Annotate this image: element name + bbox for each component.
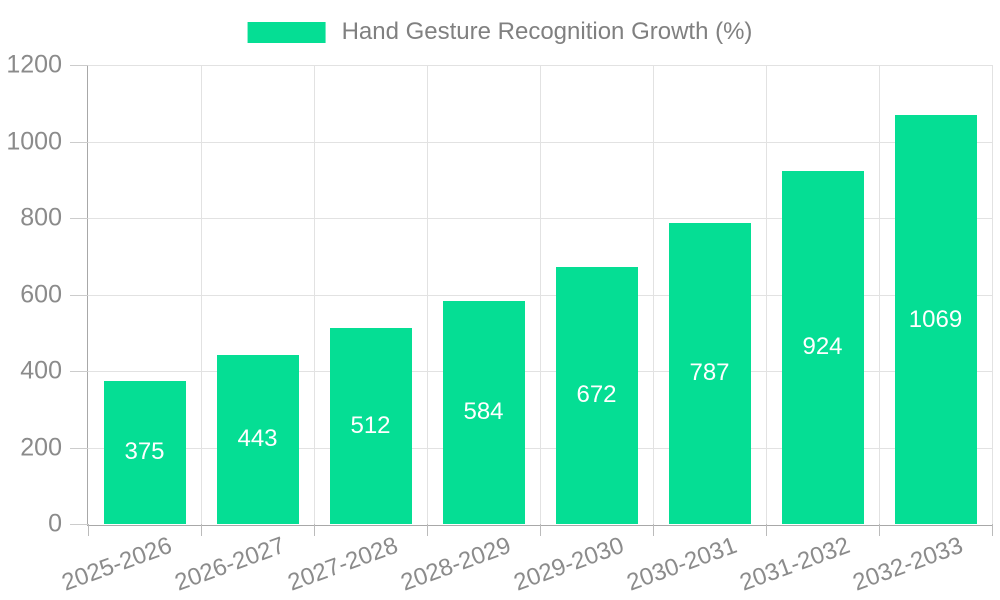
x-tick-mark: [314, 524, 315, 536]
bar-value-label: 672: [576, 381, 617, 409]
bar[interactable]: 672: [555, 266, 638, 524]
y-tick-mark: [70, 218, 88, 219]
gridline-v: [540, 65, 541, 524]
bar[interactable]: 512: [329, 328, 412, 524]
bar-value-label: 443: [237, 425, 278, 453]
gridline-v: [992, 65, 993, 524]
y-tick-mark: [70, 141, 88, 143]
y-tick-label: 800: [20, 203, 62, 232]
legend-label: Hand Gesture Recognition Growth (%): [341, 18, 753, 45]
x-tick-mark: [88, 524, 89, 536]
x-tick-label: 2029-2030: [509, 531, 627, 597]
bar-value-label: 787: [689, 359, 730, 387]
x-tick-label: 2030-2031: [622, 531, 740, 597]
x-tick-mark: [766, 524, 767, 536]
x-tick-label: 2025-2026: [57, 531, 175, 597]
gridline-v: [201, 65, 202, 524]
bar[interactable]: 1069: [894, 115, 977, 524]
x-tick-label: 2031-2032: [735, 531, 853, 597]
y-tick-mark: [70, 447, 88, 449]
y-tick-label: 1200: [6, 50, 62, 79]
y-tick-mark: [70, 524, 88, 525]
bar[interactable]: 787: [668, 222, 751, 524]
y-tick-label: 200: [20, 433, 62, 461]
y-tick-label: 1000: [6, 127, 62, 155]
x-tick-mark: [540, 524, 541, 536]
plot-area: 0 200 400 600 800 1000 1200 375 2025-2026 443 2026…: [6, 51, 993, 596]
gridline-v: [427, 65, 428, 524]
chart-legend[interactable]: Hand Gesture Recognition Growth (%): [247, 18, 753, 46]
y-tick-label: 400: [20, 356, 62, 385]
bar[interactable]: 584: [442, 300, 525, 524]
gridline-v: [766, 65, 767, 524]
legend-swatch-icon: [247, 21, 326, 43]
x-tick-label: 2032-2033: [848, 531, 966, 597]
x-tick-label: 2028-2029: [396, 531, 514, 597]
y-tick-label: 0: [48, 509, 62, 538]
bar-value-label: 512: [350, 412, 391, 440]
bar-value-label: 375: [124, 438, 165, 466]
x-tick-mark: [427, 524, 428, 536]
y-tick-mark: [70, 371, 88, 372]
x-tick-mark: [879, 524, 880, 536]
bar[interactable]: 443: [216, 354, 299, 524]
x-tick-mark: [201, 524, 202, 536]
gridline-v: [879, 65, 880, 524]
y-tick-label: 600: [20, 280, 62, 308]
x-tick-mark: [992, 524, 993, 536]
gridline-v: [653, 65, 654, 524]
x-tick-mark: [653, 524, 654, 536]
bar-value-label: 1069: [908, 305, 963, 333]
x-tick-label: 2026-2027: [170, 531, 288, 597]
x-axis-line: [86, 524, 992, 526]
bar-value-label: 584: [463, 398, 504, 426]
bar[interactable]: 924: [781, 170, 864, 524]
y-tick-mark: [70, 65, 88, 66]
bar[interactable]: 375: [103, 380, 186, 524]
x-tick-label: 2027-2028: [283, 531, 401, 597]
bar-value-label: 924: [802, 333, 843, 361]
gridline-v: [314, 65, 315, 524]
y-tick-mark: [70, 294, 88, 296]
